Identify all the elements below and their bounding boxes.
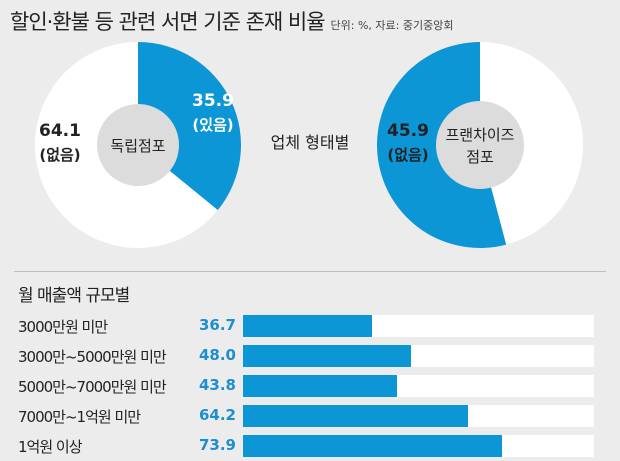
pie-franchise-center-label: 점포 [466,148,494,166]
pie-independent-value-label: 35.9 [192,91,234,111]
bar-value-label: 48.0 [198,346,236,364]
bar-value-label: 73.9 [198,436,236,454]
pie-franchise-value-label: 54.1 [532,121,574,141]
bar-track [243,405,594,427]
pie-franchise-slice-no [480,42,583,245]
bar-value-label: 36.7 [198,316,236,334]
pie-franchise-value-label: 45.9 [387,121,429,141]
bar-category-label: 1억원 이상 [18,438,83,456]
pie-franchise-sub-label: (있음) [532,146,573,164]
pie-independent-hole [97,104,179,186]
bar-fill [243,435,503,457]
bar-fill [243,375,397,397]
pie-independent-slice-yes [138,42,241,211]
title-text: 할인·환불 등 관련 서면 기준 존재 비율 [10,10,326,34]
title-note: 단위: %, 자료: 중기중앙회 [330,19,454,32]
bar-fill [243,405,469,427]
pie-section-title: 업체 형태별 [271,133,350,152]
pie-independent-value-label: 64.1 [39,121,81,141]
pie-franchise-center-label: 프랜차이즈 [445,126,514,144]
bar-category-label: 5000만~7000만원 미만 [18,378,167,396]
bar-track [243,345,594,367]
section-divider [14,271,606,272]
chart-title: 할인·환불 등 관련 서면 기준 존재 비율 단위: %, 자료: 중기중앙회 [10,6,453,36]
bar-track [243,375,594,397]
bar-track [243,435,594,457]
pie-independent-center-label: 독립점포 [110,137,165,155]
bar-fill [243,315,372,337]
pie-franchise-sub-label: (없음) [387,146,428,164]
pie-franchise-hole [436,101,524,189]
pie-independent-sub-label: (있음) [192,116,233,134]
bar-value-label: 43.8 [198,376,236,394]
pie-independent-sub-label: (없음) [39,146,80,164]
bar-chart-title: 월 매출액 규모별 [18,286,130,306]
bar-track [243,315,594,337]
bar-fill [243,345,412,367]
bar-category-label: 3000만원 미만 [18,318,108,336]
bar-category-label: 7000만~1억원 미만 [18,408,141,426]
bar-category-label: 3000만~5000만원 미만 [18,348,167,366]
bar-value-label: 64.2 [198,406,236,424]
